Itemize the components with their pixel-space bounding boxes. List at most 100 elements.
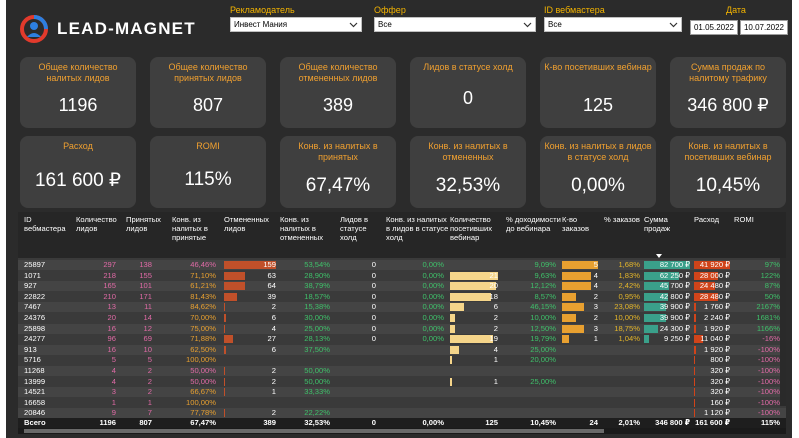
table-cell — [562, 408, 598, 418]
data-bar — [224, 335, 233, 344]
logo: LEAD-MAGNET — [20, 14, 196, 44]
data-bar — [562, 271, 591, 280]
column-header[interactable]: Конв. из налитых в принятые — [172, 215, 208, 242]
table-row[interactable]: 11268 4 2 50,00% 2 50,00% 320 ₽ -100% — [18, 366, 786, 376]
table-cell: 218 — [103, 270, 116, 280]
table-cell: 46,46% — [190, 260, 216, 269]
data-bar — [450, 271, 498, 280]
table-cell: 2 — [271, 366, 276, 375]
offer-select[interactable]: Все — [374, 17, 536, 32]
table-cell: 9 — [111, 408, 116, 418]
table-cell: 0,00% — [422, 260, 444, 269]
data-bar — [562, 335, 570, 344]
data-bar — [562, 314, 577, 322]
table-row[interactable]: 7467 13 11 84,62% 2 15,38% 0 0,00% 6 46,15% 3 23,08… — [18, 302, 786, 313]
table-cell: 122% — [760, 270, 780, 280]
table-row[interactable]: 16658 1 1 100,00% 160 ₽ -100% — [18, 397, 786, 408]
data-bar — [224, 292, 237, 301]
table-row[interactable]: 25898 16 12 75,00% 4 25,00% 0 0,00% 2 12,50% 3 18,7… — [18, 323, 786, 334]
table-row[interactable]: 1071 218 155 71,10% 63 28,90% 0 0,00% 21 9,63% 4 1,… — [18, 270, 786, 281]
table-cell: -100% — [758, 355, 780, 365]
table-row[interactable]: 5716 5 5 100,00% 1 20,00% 800 ₽ -100% — [18, 355, 786, 366]
data-bar — [450, 282, 496, 291]
vertical-scrollbar[interactable] — [780, 258, 786, 406]
date-from-input[interactable]: 01.05.2022 — [690, 20, 738, 35]
table-cell — [450, 408, 498, 418]
table-cell: 0,00% — [422, 313, 444, 322]
data-bar — [644, 303, 667, 312]
table-row[interactable]: 14521 3 2 66,67% 1 33,33% 320 ₽ -100% — [18, 387, 786, 398]
table-row[interactable]: 24376 20 14 70,00% 6 30,00% 0 0,00% 2 10,00% 2 10,0… — [18, 313, 786, 323]
table-cell: 96 — [107, 334, 116, 344]
column-header[interactable]: % доходимости до вебинара — [506, 215, 561, 233]
table-cell: 24 300 ₽ — [659, 323, 690, 333]
sort-desc-icon — [656, 254, 662, 258]
table-row[interactable]: 24277 96 69 71,88% 27 28,13% 0 0,00% 19 19,79% 1 1,… — [18, 334, 786, 345]
data-bar — [644, 292, 668, 301]
table-row[interactable]: 25897 297 138 46,46% 159 53,54% 0 0,00% 9,09% 5 1,… — [18, 260, 786, 270]
kpi-title: Общее количество налитых лидов — [38, 62, 118, 83]
table-cell: -100% — [758, 408, 780, 418]
kpi-value: 807 — [192, 95, 224, 115]
table-cell: 4 — [593, 270, 598, 280]
column-header[interactable]: К-во заказов — [562, 215, 589, 233]
data-bar — [224, 271, 245, 280]
kpi-value: 10,45% — [695, 175, 761, 196]
table-cell: 4 — [493, 344, 498, 354]
horizontal-scrollbar[interactable] — [18, 428, 786, 434]
column-header[interactable]: Принятых лидов — [126, 215, 161, 233]
column-header[interactable]: ID вебмастера — [24, 215, 66, 233]
table-row[interactable]: 22822 210 171 81,43% 39 18,57% 0 0,00% 18 8,57% 2 0… — [18, 291, 786, 302]
table-cell: -100% — [758, 344, 780, 354]
table-cell: 20,00% — [530, 355, 556, 365]
table-cell: 81,43% — [190, 291, 216, 301]
table-row[interactable]: 913 16 10 62,50% 6 37,50% 4 25,00% 1 920 ₽ -100% — [18, 344, 786, 355]
table-row[interactable]: 927 165 101 61,21% 64 38,79% 0 0,00% 20 12,12% 4 2,… — [18, 281, 786, 292]
table-cell: 45 700 ₽ — [659, 281, 690, 291]
scrollbar-thumb[interactable] — [24, 429, 604, 433]
data-bar — [694, 377, 695, 386]
table-cell: -100% — [758, 387, 780, 397]
kpi-conv-cancelled: Конв. из налитых в отмененных 32,53% — [410, 136, 526, 208]
date-to-input[interactable]: 10.07.2022 — [740, 20, 788, 35]
column-header[interactable]: % заказов — [604, 215, 640, 224]
advertiser-select[interactable]: Инвест Мания — [230, 17, 362, 32]
table-cell: 2,42% — [618, 281, 640, 291]
column-header[interactable]: Отмененных лидов — [224, 215, 269, 233]
column-header[interactable]: ROMI — [734, 215, 754, 224]
kpi-value: 0,00% — [571, 175, 625, 196]
kpi-title: Общее количество отмененных лидов — [298, 62, 378, 83]
column-header[interactable]: Количество лидов — [76, 215, 117, 233]
column-header[interactable]: Лидов в статусе холд — [340, 215, 369, 242]
column-header[interactable]: Конв. из налитых в лидов в статусе холд — [386, 215, 449, 242]
table-cell — [562, 345, 598, 355]
kpi-cancelled-leads: Общее количество отмененных лидов 389 — [280, 57, 396, 128]
table-cell: 18,75% — [614, 323, 640, 333]
advertiser-filter: Рекламодатель Инвест Мания — [230, 4, 362, 32]
table-cell — [604, 387, 640, 397]
table-cell: 13 — [107, 302, 116, 312]
table-cell: 1 — [493, 376, 498, 386]
table-cell: 297 — [103, 260, 116, 269]
table-cell: 20846 — [24, 408, 46, 418]
column-header[interactable]: Конв. из налитых в отмененных — [280, 215, 324, 242]
table-row[interactable]: 20846 9 7 77,78% 2 22,22% 1 120 ₽ -100% — [18, 408, 786, 419]
column-header[interactable]: Расход — [694, 215, 720, 224]
data-bar — [562, 282, 591, 291]
table-cell: 23,08% — [614, 302, 640, 312]
table-row[interactable]: 13999 4 2 50,00% 2 50,00% 1 25,00% 320 ₽ -100% — [18, 376, 786, 387]
table-cell: 320 ₽ — [710, 387, 730, 397]
table-cell: 0,00% — [422, 270, 444, 280]
table-cell: 62,50% — [190, 344, 216, 354]
column-header[interactable]: Количество посетивших вебинар — [450, 215, 492, 242]
table-cell — [562, 366, 598, 376]
webmaster-select[interactable]: Все — [544, 17, 682, 32]
advertiser-select-value: Инвест Мания — [234, 20, 288, 29]
table-cell: 0,00% — [422, 281, 444, 291]
table-cell: 24376 — [24, 313, 46, 322]
column-header[interactable]: Сумма продаж — [644, 215, 671, 233]
table-cell: 16658 — [24, 397, 46, 407]
table-cell: 3 — [593, 323, 598, 333]
table-cell: 1 120 ₽ — [704, 408, 730, 418]
data-bar — [450, 356, 453, 365]
